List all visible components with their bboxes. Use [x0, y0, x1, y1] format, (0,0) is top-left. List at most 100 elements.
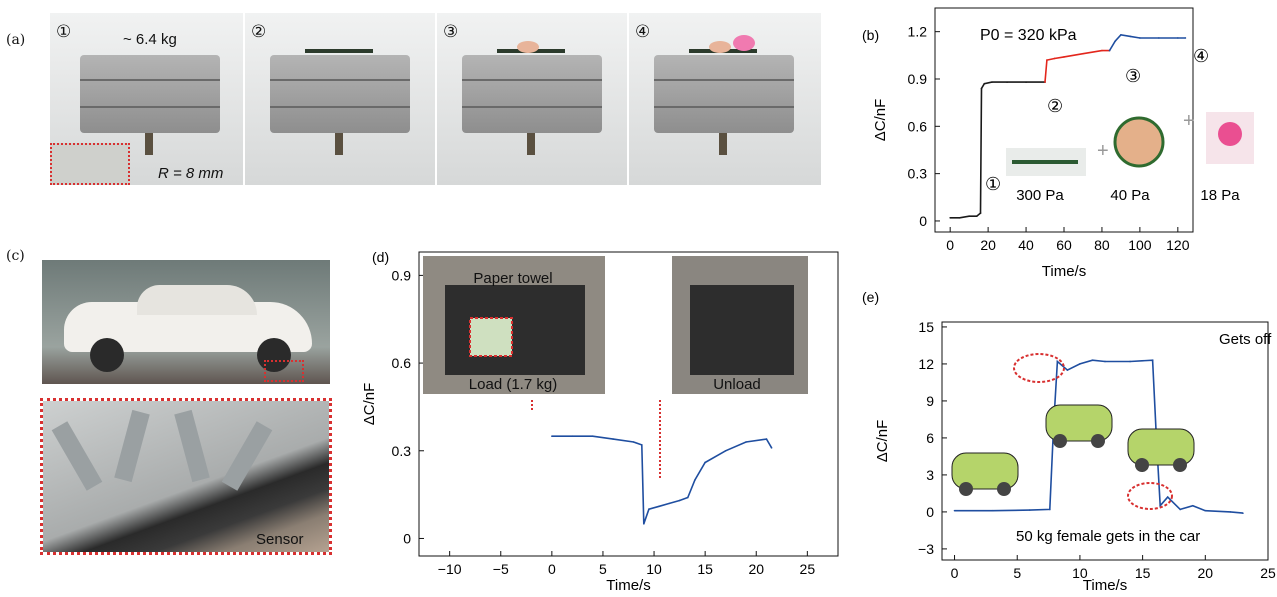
data-point-b — [979, 212, 982, 214]
y-axis-label-e: ΔC/nF — [874, 420, 891, 463]
data-point-b — [1184, 37, 1187, 39]
y-tick-label-d: 0 — [403, 530, 411, 546]
feather-image — [1206, 112, 1254, 164]
x-tick-label-b: 80 — [1094, 237, 1110, 253]
data-point-b — [1053, 57, 1056, 60]
x-axis-label-e: Time/s — [1083, 577, 1127, 594]
mass-label: ~ 6.4 kg — [123, 31, 177, 48]
x-tick-label-d: 25 — [800, 561, 816, 577]
data-point-d — [724, 449, 727, 452]
data-point-b — [1177, 37, 1179, 39]
x-tick-label-d: 20 — [748, 561, 764, 577]
x-tick-label-b: 120 — [1166, 237, 1190, 253]
data-point-b — [1158, 37, 1160, 39]
overshoot-circle — [1013, 353, 1065, 383]
data-point-b — [1063, 56, 1065, 58]
brick-photo-2 — [245, 13, 435, 185]
x-tick-label-e: 20 — [1198, 565, 1214, 581]
data-point-b — [968, 215, 970, 218]
data-point-b — [1006, 81, 1008, 83]
plot-frame-b — [934, 7, 1194, 233]
data-point-e — [1179, 508, 1182, 511]
shaving-image — [1113, 116, 1165, 168]
brick-photo-4 — [629, 13, 821, 185]
data-point-b — [1108, 49, 1111, 52]
plot-frame-d — [418, 251, 839, 557]
y-tick-label-d: 0.6 — [392, 355, 412, 371]
x-tick-label-b: 60 — [1056, 237, 1072, 253]
data-point-b — [975, 215, 978, 218]
data-point-d — [640, 444, 643, 446]
data-point-d — [632, 441, 635, 443]
data-point-e — [1204, 509, 1207, 512]
chart-step-marker: ① — [985, 174, 1001, 194]
y-tick-label-b: 0 — [919, 213, 927, 229]
data-point-e — [1052, 424, 1055, 427]
trunk-load-photo — [423, 256, 605, 394]
x-tick-label-b: 100 — [1128, 237, 1152, 253]
data-point-b — [958, 217, 961, 219]
data-point-e — [1049, 508, 1051, 511]
panel-a-letter: (a) — [6, 32, 26, 48]
data-point-e — [1079, 363, 1081, 365]
car-wheel-icon — [1135, 458, 1149, 472]
car-wheel-icon — [1173, 458, 1187, 472]
data-point-e — [1151, 359, 1154, 362]
data-point-e — [1129, 360, 1131, 363]
car-icon — [1127, 428, 1195, 466]
panel-e-letter: (e) — [862, 289, 879, 305]
y-tick-label-d: 0.9 — [392, 267, 412, 283]
car-wheel-icon — [1091, 434, 1105, 448]
data-point-b — [1044, 81, 1046, 83]
car-photo — [42, 260, 330, 384]
x-tick-label-d: −5 — [493, 561, 509, 577]
y-tick-label-b: 0.9 — [908, 71, 928, 87]
inset-label: Unload — [713, 376, 761, 393]
inset-label: Load (1.7 kg) — [469, 376, 557, 393]
data-point-e — [1242, 512, 1244, 514]
pressure-annotation: P0 = 320 kPa — [980, 27, 1077, 44]
sensor-zoom-inset — [50, 143, 130, 185]
x-tick-label-b: 20 — [980, 237, 996, 253]
y-tick-label-e: 9 — [926, 393, 934, 409]
data-point-d — [658, 505, 660, 508]
chart-step-marker: ③ — [1125, 66, 1141, 86]
y-tick-label-b: 0.3 — [908, 166, 928, 182]
data-point-d — [643, 523, 645, 525]
series-line-d-0 — [551, 435, 773, 525]
step-4-marker: ④ — [635, 22, 651, 41]
y-axis-label-b: ΔC/nF — [872, 99, 889, 142]
y-axis-label-d: ΔC/nF — [361, 383, 378, 426]
series-line-b-1 — [1044, 49, 1110, 83]
chart-step-marker: ② — [1047, 96, 1063, 116]
data-point-b — [1082, 52, 1084, 55]
trunk-unload-photo — [672, 256, 808, 394]
data-point-d — [668, 502, 671, 505]
car-wheel-icon — [1053, 434, 1067, 448]
data-point-e — [1091, 359, 1094, 362]
y-tick-label-e: 3 — [926, 467, 934, 483]
y-tick-label-e: 15 — [918, 319, 934, 335]
x-tick-label-b: 0 — [946, 237, 954, 253]
data-point-d — [765, 438, 768, 440]
data-point-d — [694, 479, 696, 481]
data-point-d — [704, 461, 706, 464]
data-point-e — [991, 509, 993, 512]
car-icon — [951, 452, 1019, 490]
x-tick-label-e: 5 — [1013, 565, 1021, 581]
trunk-interior — [690, 285, 794, 375]
chart-step-marker: ④ — [1193, 46, 1209, 66]
data-point-b — [949, 217, 951, 219]
weight-label: 300 Pa — [1016, 187, 1064, 204]
data-point-b — [1101, 49, 1103, 52]
data-point-e — [953, 509, 956, 512]
plus-sign: + — [1183, 110, 1195, 132]
data-point-e — [1166, 496, 1169, 498]
x-tick-label-d: 5 — [599, 561, 607, 577]
panel-c-letter: (c) — [6, 248, 25, 264]
x-tick-label-d: 15 — [697, 561, 713, 577]
data-point-d — [686, 496, 689, 499]
data-point-b — [983, 82, 986, 85]
y-tick-label-d: 0.3 — [392, 443, 412, 459]
step-3-marker: ③ — [443, 22, 459, 41]
